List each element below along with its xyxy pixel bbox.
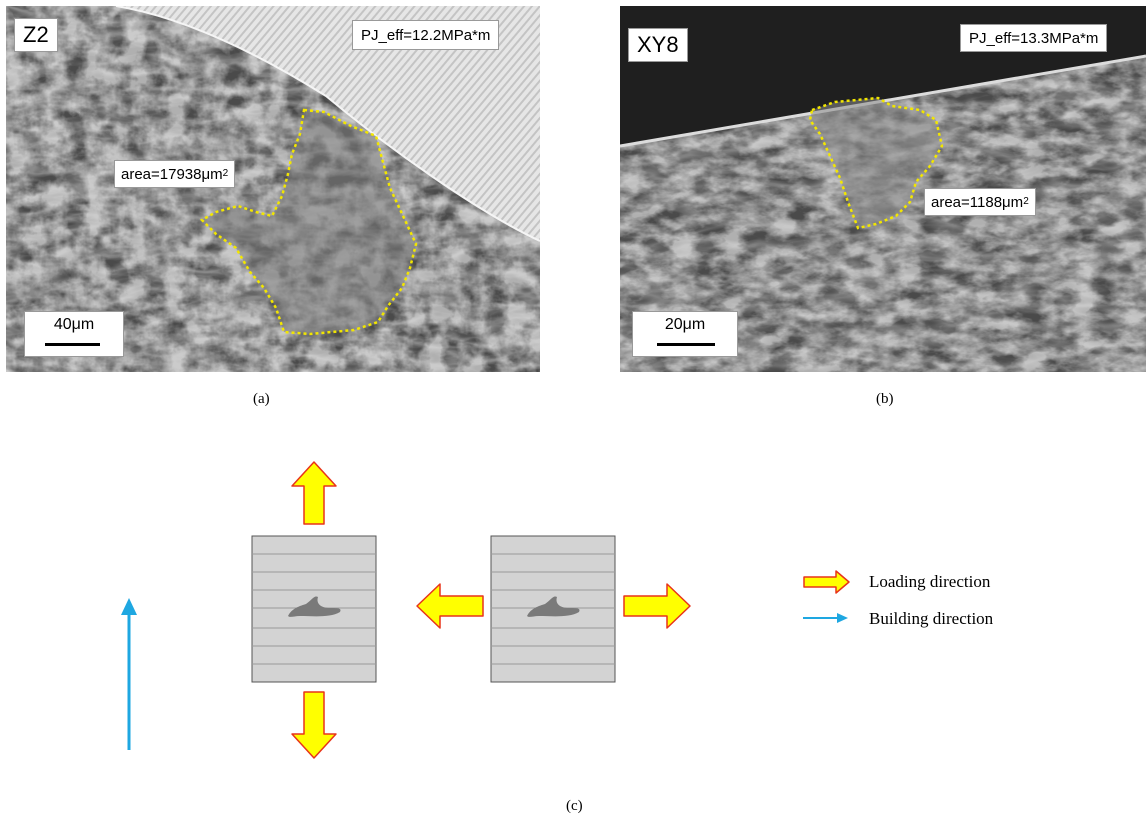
pj-eff-label: PJ_eff=12.2MPa*m xyxy=(352,20,500,50)
defect-region-xy8 xyxy=(810,98,942,228)
pj-eff-label: PJ_eff=13.3MPa*m xyxy=(960,24,1108,52)
sem-image-xy8: XY8 PJ_eff=13.3MPa*m area=1188μm 2 20μm xyxy=(620,6,1146,372)
scale-bar xyxy=(657,343,715,346)
defect-outline-z2 xyxy=(199,108,418,336)
building-arrow-icon xyxy=(803,613,848,623)
area-label: area=1188μm 2 xyxy=(924,188,1036,216)
legend-loading-label: Loading direction xyxy=(869,572,991,591)
loading-arrow-down-icon xyxy=(291,691,337,759)
specimen-xy xyxy=(490,535,616,683)
defect-icon xyxy=(288,596,341,617)
fracture-surface-xy8 xyxy=(620,6,1146,372)
building-direction-arrow xyxy=(121,598,137,750)
specimen-id-label: Z2 xyxy=(14,18,58,52)
fracture-surface-z2 xyxy=(6,6,540,372)
caption-a: (a) xyxy=(253,391,270,407)
scale-bar-box: 40μm xyxy=(24,311,124,357)
scale-label: 20μm xyxy=(664,316,706,333)
defect-outline-xy8 xyxy=(808,96,944,230)
scale-bar-box: 20μm xyxy=(632,311,738,357)
area-label: area=17938μm 2 xyxy=(114,160,236,188)
loading-diagram xyxy=(121,461,850,759)
defect-icon xyxy=(527,596,580,617)
loading-arrow-up-icon xyxy=(291,461,337,525)
loading-arrow-left-icon xyxy=(416,583,484,629)
caption-c: (c) xyxy=(566,798,583,814)
scale-label: 40μm xyxy=(53,316,95,333)
loading-arrow-right-icon xyxy=(623,583,691,629)
specimen-z xyxy=(251,535,377,683)
specimen-id-label: XY8 xyxy=(628,28,688,62)
scale-bar xyxy=(45,343,100,346)
legend-building-label: Building direction xyxy=(869,609,994,628)
loading-arrow-icon xyxy=(803,570,850,594)
caption-b: (b) xyxy=(876,391,894,407)
sem-image-z2: Z2 PJ_eff=12.2MPa*m area=17938μm 2 40μm xyxy=(6,6,540,372)
